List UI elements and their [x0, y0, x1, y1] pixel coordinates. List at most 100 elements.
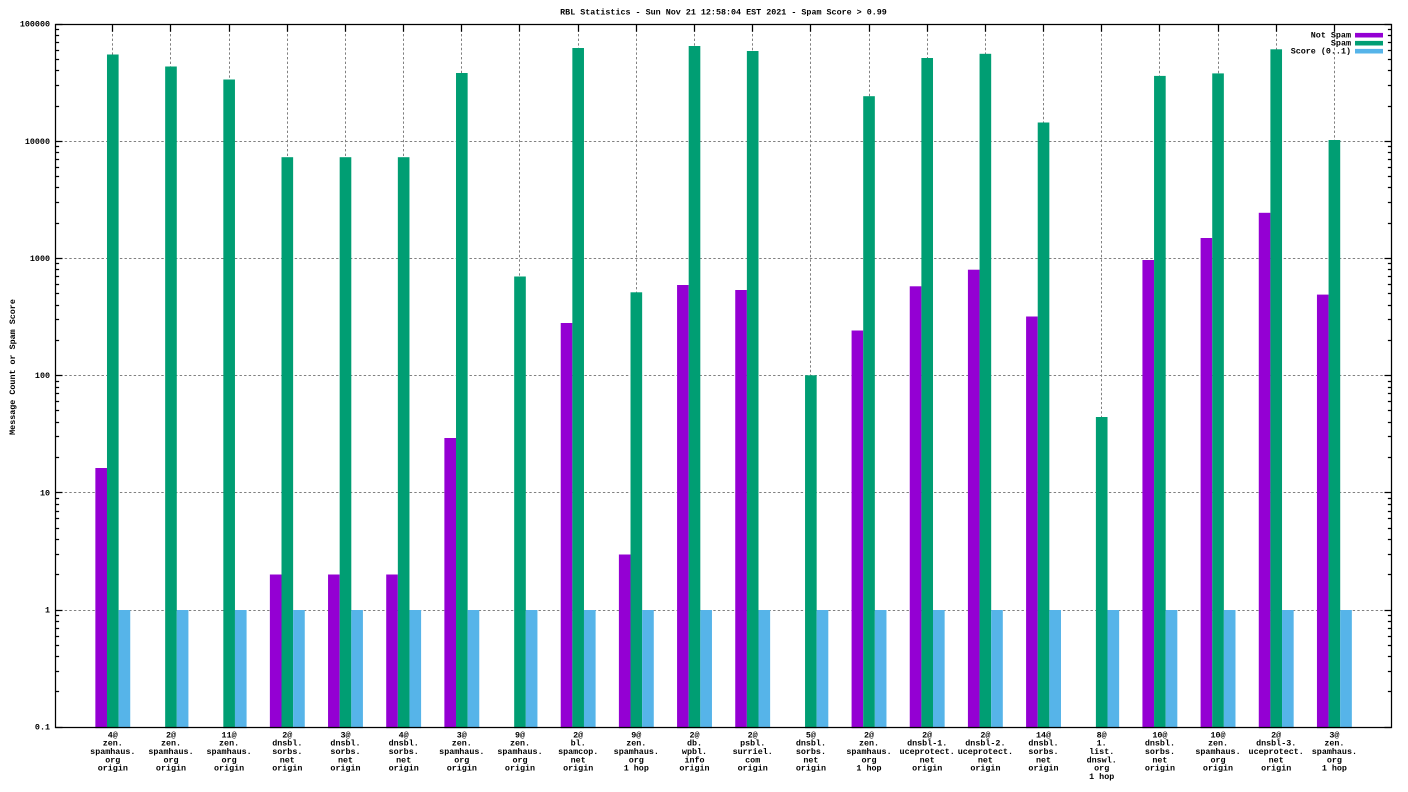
- svg-text:zen.: zen.: [1208, 739, 1228, 749]
- svg-text:10@: 10@: [1210, 730, 1225, 740]
- svg-text:org: org: [1094, 764, 1109, 774]
- svg-text:100000: 100000: [20, 20, 50, 30]
- svg-text:sorbs.: sorbs.: [272, 747, 302, 757]
- svg-text:origin: origin: [505, 764, 535, 774]
- svg-text:2@: 2@: [1271, 730, 1281, 740]
- svg-text:1.: 1.: [1097, 739, 1107, 749]
- svg-text:com: com: [745, 755, 760, 765]
- svg-text:spamhaus.: spamhaus.: [846, 747, 891, 757]
- svg-text:net: net: [396, 755, 411, 765]
- svg-text:spamhaus.: spamhaus.: [1195, 747, 1240, 757]
- svg-text:net: net: [978, 755, 993, 765]
- svg-text:origin: origin: [214, 764, 244, 774]
- svg-text:zen.: zen.: [510, 739, 530, 749]
- svg-text:origin: origin: [389, 764, 419, 774]
- svg-text:14@: 14@: [1036, 730, 1051, 740]
- svg-text:spamhaus.: spamhaus.: [206, 747, 251, 757]
- svg-text:zen.: zen.: [161, 739, 181, 749]
- svg-text:3@: 3@: [457, 730, 467, 740]
- svg-text:3@: 3@: [1329, 730, 1339, 740]
- svg-text:dnsbl.: dnsbl.: [389, 739, 419, 749]
- svg-text:1 hop: 1 hop: [1089, 772, 1114, 782]
- svg-text:info: info: [684, 755, 704, 765]
- svg-text:3@: 3@: [340, 730, 350, 740]
- svg-text:origin: origin: [1145, 764, 1175, 774]
- svg-text:bl.: bl.: [571, 739, 586, 749]
- svg-text:org: org: [1210, 755, 1225, 765]
- svg-text:zen.: zen.: [626, 739, 646, 749]
- svg-text:2@: 2@: [573, 730, 583, 740]
- svg-text:Score (0..1): Score (0..1): [1291, 47, 1351, 57]
- svg-text:8@: 8@: [1097, 730, 1107, 740]
- svg-text:net: net: [280, 755, 295, 765]
- svg-text:dnsbl.: dnsbl.: [330, 739, 360, 749]
- svg-text:org: org: [222, 755, 237, 765]
- svg-text:spamhaus.: spamhaus.: [1312, 747, 1357, 757]
- svg-text:net: net: [1152, 755, 1167, 765]
- svg-text:Message Count or Spam Score: Message Count or Spam Score: [8, 299, 18, 435]
- svg-text:5@: 5@: [806, 730, 816, 740]
- svg-text:net: net: [338, 755, 353, 765]
- svg-text:origin: origin: [98, 764, 128, 774]
- svg-text:wpbl.: wpbl.: [682, 747, 707, 757]
- svg-text:spamcop.: spamcop.: [558, 747, 598, 757]
- svg-text:10: 10: [40, 488, 50, 498]
- svg-text:sorbs.: sorbs.: [1145, 747, 1175, 757]
- svg-text:origin: origin: [563, 764, 593, 774]
- svg-text:origin: origin: [970, 764, 1000, 774]
- svg-text:11@: 11@: [222, 730, 237, 740]
- svg-text:2@: 2@: [748, 730, 758, 740]
- svg-text:origin: origin: [447, 764, 477, 774]
- svg-text:org: org: [105, 755, 120, 765]
- svg-text:Not Spam: Not Spam: [1311, 31, 1351, 41]
- svg-text:4@: 4@: [399, 730, 409, 740]
- svg-text:10000: 10000: [25, 137, 50, 147]
- svg-text:dnsbl-3.: dnsbl-3.: [1256, 739, 1296, 749]
- svg-text:org: org: [454, 755, 469, 765]
- svg-text:dnswl.: dnswl.: [1087, 755, 1117, 765]
- svg-text:1 hop: 1 hop: [856, 764, 881, 774]
- svg-text:net: net: [920, 755, 935, 765]
- svg-text:origin: origin: [272, 764, 302, 774]
- svg-text:origin: origin: [1028, 764, 1058, 774]
- svg-text:sorbs.: sorbs.: [330, 747, 360, 757]
- svg-text:zen.: zen.: [452, 739, 472, 749]
- svg-text:origin: origin: [1261, 764, 1291, 774]
- svg-text:org: org: [861, 755, 876, 765]
- svg-text:2@: 2@: [282, 730, 292, 740]
- svg-text:db.: db.: [687, 739, 702, 749]
- svg-text:uceprotect.: uceprotect.: [1249, 747, 1304, 757]
- svg-text:4@: 4@: [108, 730, 118, 740]
- svg-text:2@: 2@: [689, 730, 699, 740]
- svg-text:sorbs.: sorbs.: [796, 747, 826, 757]
- svg-text:spamhaus.: spamhaus.: [439, 747, 484, 757]
- svg-text:uceprotect.: uceprotect.: [900, 747, 955, 757]
- svg-text:100: 100: [35, 371, 50, 381]
- svg-text:dnsbl-1.: dnsbl-1.: [907, 739, 947, 749]
- svg-text:2@: 2@: [980, 730, 990, 740]
- svg-text:9@: 9@: [515, 730, 525, 740]
- svg-text:org: org: [163, 755, 178, 765]
- svg-text:zen.: zen.: [219, 739, 239, 749]
- svg-text:sorbs.: sorbs.: [389, 747, 419, 757]
- svg-text:list.: list.: [1089, 747, 1114, 757]
- svg-text:spamhaus.: spamhaus.: [148, 747, 193, 757]
- svg-text:org: org: [629, 755, 644, 765]
- svg-text:spamhaus.: spamhaus.: [90, 747, 135, 757]
- svg-text:sorbs.: sorbs.: [1028, 747, 1058, 757]
- svg-text:dnsbl.: dnsbl.: [1145, 739, 1175, 749]
- svg-text:1 hop: 1 hop: [624, 764, 649, 774]
- svg-text:origin: origin: [1203, 764, 1233, 774]
- svg-text:dnsbl-2.: dnsbl-2.: [965, 739, 1005, 749]
- svg-text:1000: 1000: [30, 254, 50, 264]
- svg-text:spamhaus.: spamhaus.: [614, 747, 659, 757]
- svg-text:dnsbl.: dnsbl.: [272, 739, 302, 749]
- svg-text:net: net: [803, 755, 818, 765]
- svg-text:dnsbl.: dnsbl.: [1028, 739, 1058, 749]
- svg-text:org: org: [1327, 755, 1342, 765]
- svg-text:Spam: Spam: [1331, 39, 1351, 49]
- svg-text:psbl.: psbl.: [740, 739, 765, 749]
- svg-text:2@: 2@: [166, 730, 176, 740]
- svg-text:origin: origin: [330, 764, 360, 774]
- svg-text:origin: origin: [796, 764, 826, 774]
